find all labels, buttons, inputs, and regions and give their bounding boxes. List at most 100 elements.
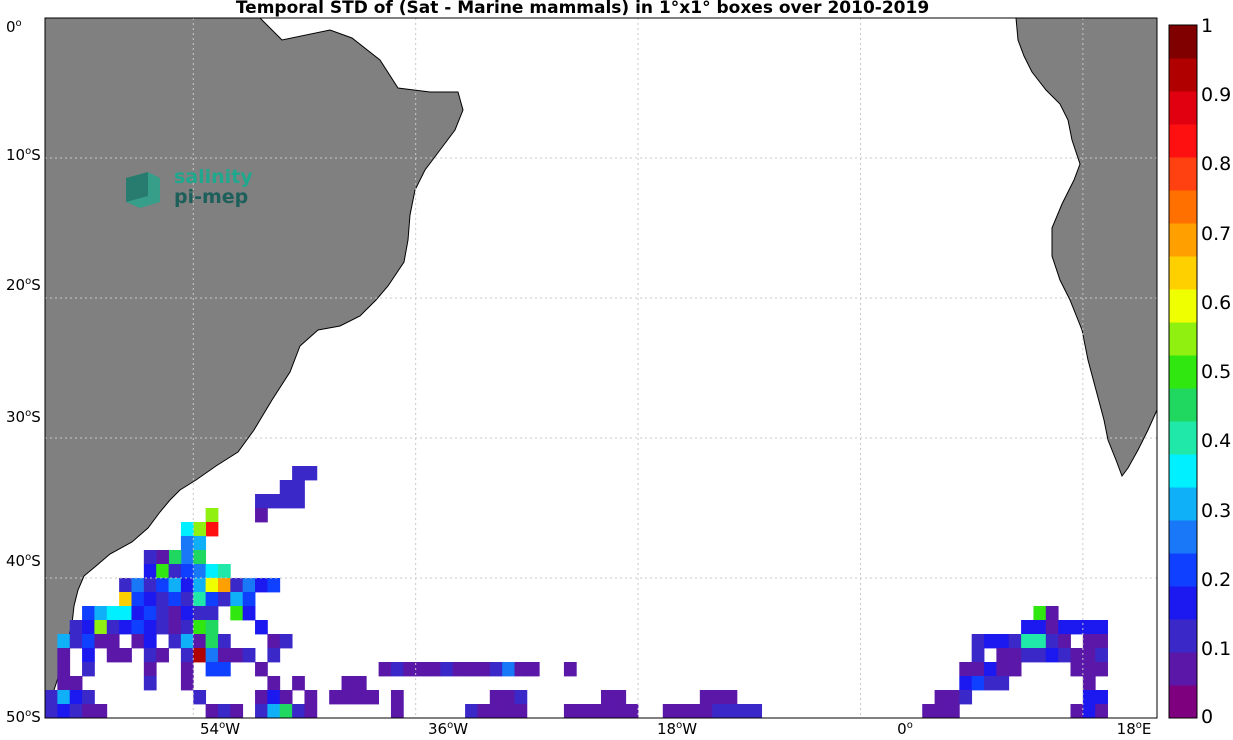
heatmap-cell — [341, 676, 355, 691]
heatmap-cell — [1021, 634, 1034, 649]
heatmap-cell — [971, 634, 985, 649]
colorbar-segment — [1169, 586, 1197, 620]
heatmap-cell — [193, 648, 207, 663]
colorbar-segment — [1169, 619, 1197, 653]
heatmap-cell — [255, 704, 268, 719]
heatmap-cell — [180, 620, 194, 635]
cbar-tick-0.6: 0.6 — [1201, 292, 1232, 314]
heatmap-cell — [180, 634, 194, 649]
logo-mark-icon — [126, 172, 160, 208]
cbar-tick-0: 0 — [1201, 706, 1214, 728]
heatmap-cell — [267, 578, 281, 593]
heatmap-cell — [57, 662, 71, 677]
heatmap-cell — [403, 662, 417, 677]
cbar-tick-0.7: 0.7 — [1201, 223, 1232, 245]
heatmap-cell — [1082, 620, 1096, 635]
heatmap-cell — [242, 592, 256, 607]
heatmap-cell — [193, 620, 207, 635]
colorbar-segment — [1169, 520, 1197, 554]
colorbar-segment — [1169, 58, 1197, 92]
heatmap-cell — [724, 704, 738, 719]
heatmap-cell — [119, 606, 132, 621]
heatmap-cell — [57, 690, 71, 705]
heatmap-cell — [1021, 620, 1034, 635]
heatmap-cell — [45, 690, 58, 705]
heatmap-cell — [279, 480, 293, 495]
heatmap-cell — [106, 648, 120, 663]
heatmap-cell — [1045, 648, 1059, 663]
heatmap-cell — [131, 620, 145, 635]
heatmap-cell — [292, 480, 305, 495]
heatmap-cell — [255, 662, 268, 677]
heatmap-cell — [180, 578, 194, 593]
heatmap-cell — [119, 620, 132, 635]
heatmap-cell — [82, 704, 95, 719]
heatmap-cell — [1095, 620, 1108, 635]
heatmap-cell — [180, 606, 194, 621]
lat-label-20s: 20oS — [6, 276, 41, 294]
colorbar-segment — [1169, 322, 1197, 356]
heatmap-cell — [168, 620, 182, 635]
heatmap-cell — [82, 648, 95, 663]
heatmap-cell — [959, 662, 973, 677]
heatmap-cell — [156, 606, 169, 621]
heatmap-cell — [1008, 648, 1022, 663]
lon-label-18w: 18oW — [656, 720, 698, 738]
heatmap-cell — [131, 606, 145, 621]
heatmap-cell — [1082, 648, 1096, 663]
heatmap-cell — [1082, 690, 1096, 705]
heatmap-cell — [267, 648, 281, 663]
heatmap-cell — [267, 494, 281, 509]
colorbar-segment — [1169, 487, 1197, 521]
heatmap-cell — [329, 690, 342, 705]
heatmap-cell — [217, 704, 231, 719]
heatmap-cell — [193, 564, 207, 579]
lon-label-18e: 18oE — [1116, 720, 1152, 738]
heatmap-cell — [1008, 662, 1022, 677]
heatmap-cell — [180, 676, 194, 691]
heatmap-cell — [971, 662, 985, 677]
heatmap-cell — [514, 704, 528, 719]
heatmap-cell — [465, 704, 478, 719]
heatmap-cell — [526, 662, 540, 677]
heatmap-cell — [1045, 606, 1059, 621]
graticule — [45, 18, 1157, 718]
heatmap-cell — [156, 578, 169, 593]
heatmap-cell — [934, 690, 948, 705]
heatmap-cell — [1082, 704, 1096, 719]
cbar-tick-0.4: 0.4 — [1201, 430, 1232, 452]
heatmap-cell — [514, 662, 528, 677]
heatmap-cell — [1008, 634, 1022, 649]
heatmap-cell — [255, 508, 268, 523]
heatmap-cell — [205, 564, 219, 579]
heatmap-cell — [267, 704, 281, 719]
heatmap-cell — [736, 704, 750, 719]
heatmap-cell — [168, 634, 182, 649]
heatmap-cell — [712, 704, 725, 719]
heatmap-cell — [292, 676, 305, 691]
heatmap-cell — [267, 690, 281, 705]
cbar-tick-0.3: 0.3 — [1201, 500, 1232, 522]
heatmap-cell — [156, 550, 169, 565]
heatmap-cell — [984, 676, 997, 691]
heatmap-cell — [934, 704, 948, 719]
heatmap-cell — [1082, 662, 1096, 677]
heatmap-cell — [57, 634, 71, 649]
heatmap-cell — [230, 592, 244, 607]
heatmap-cell — [205, 522, 219, 537]
heatmap-cell — [292, 494, 305, 509]
heatmap-cell — [119, 648, 132, 663]
heatmap-cell — [922, 704, 935, 719]
colorbar-segment — [1169, 553, 1197, 587]
heatmap-cell — [279, 634, 293, 649]
lon-label-36w: 36oW — [427, 720, 469, 738]
heatmap-cell — [1058, 648, 1071, 663]
colorbar-segment — [1169, 124, 1197, 158]
map-frame — [44, 17, 1158, 719]
heatmap-cell — [82, 662, 95, 677]
heatmap-cell — [242, 648, 256, 663]
colorbar-segment — [1169, 355, 1197, 389]
heatmap-cell — [69, 634, 83, 649]
heatmap-cell — [304, 466, 318, 481]
